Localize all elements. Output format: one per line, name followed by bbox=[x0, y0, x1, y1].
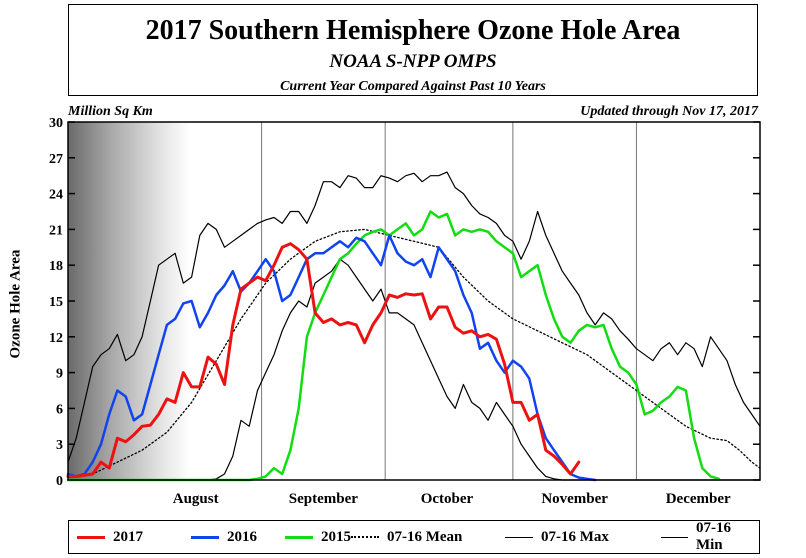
chart-title: 2017 Southern Hemisphere Ozone Hole Area bbox=[145, 15, 681, 46]
x-month-label-november: November bbox=[541, 491, 608, 507]
y-tick-label: 30 bbox=[49, 116, 63, 131]
chart-subtitle: NOAA S-NPP OMPS bbox=[329, 51, 497, 72]
chart-description: Current Year Compared Against Past 10 Ye… bbox=[280, 79, 546, 94]
polar-night-shading bbox=[68, 122, 190, 480]
legend-item: 2016 bbox=[191, 521, 257, 553]
legend-label: 07-16 Max bbox=[541, 528, 609, 545]
y-tick-label: 24 bbox=[49, 188, 63, 203]
x-month-label-december: December bbox=[666, 491, 731, 507]
legend-swatch bbox=[661, 536, 688, 538]
x-month-label-september: September bbox=[289, 491, 358, 507]
x-month-label-august: August bbox=[173, 491, 219, 507]
legend-swatch bbox=[191, 535, 219, 539]
series-2016-line bbox=[66, 234, 597, 482]
updated-label: Updated through Nov 17, 2017 bbox=[580, 104, 758, 119]
legend-swatch bbox=[505, 536, 533, 538]
series-max-line bbox=[67, 171, 761, 463]
chart-plot: 0 3 6 9 12 15 18 21 24 27 30 August September October… bbox=[49, 116, 761, 507]
legend-label: 07-16 Mean bbox=[387, 528, 463, 545]
units-label: Million Sq Km bbox=[68, 104, 153, 119]
y-tick-label: 18 bbox=[49, 259, 63, 274]
legend-swatch bbox=[285, 535, 313, 539]
series-mean-line bbox=[67, 228, 761, 479]
legend-item: 07-16 Max bbox=[505, 521, 609, 553]
legend-item: 07-16 Min bbox=[661, 520, 759, 553]
y-tick-label: 12 bbox=[49, 331, 63, 346]
series-2017-line bbox=[66, 242, 581, 478]
y-tick-label: 6 bbox=[56, 402, 63, 417]
legend-item: 2015 bbox=[285, 521, 351, 553]
legend-item: 2017 bbox=[77, 521, 143, 553]
legend: 2017 2016 2015 07-16 Mean 07-16 Max 07-16 Min bbox=[68, 520, 760, 554]
y-tick-label: 15 bbox=[49, 295, 63, 310]
legend-label: 2016 bbox=[227, 528, 257, 545]
y-tick-label: 27 bbox=[49, 152, 63, 167]
plot-frame bbox=[67, 121, 761, 481]
legend-label: 2017 bbox=[113, 528, 143, 545]
x-month-label-october: October bbox=[421, 491, 474, 507]
y-tick-label: 3 bbox=[56, 438, 63, 453]
legend-item: 07-16 Mean bbox=[351, 521, 462, 553]
y-tick-label: 0 bbox=[56, 474, 63, 489]
title-box: 2017 Southern Hemisphere Ozone Hole Area… bbox=[68, 4, 758, 96]
y-tick-label: 9 bbox=[56, 367, 63, 382]
legend-swatch bbox=[77, 535, 105, 539]
legend-label: 2015 bbox=[321, 528, 351, 545]
y-tick-label: 21 bbox=[49, 223, 63, 238]
legend-swatch bbox=[351, 536, 379, 538]
legend-label: 07-16 Min bbox=[695, 520, 731, 553]
